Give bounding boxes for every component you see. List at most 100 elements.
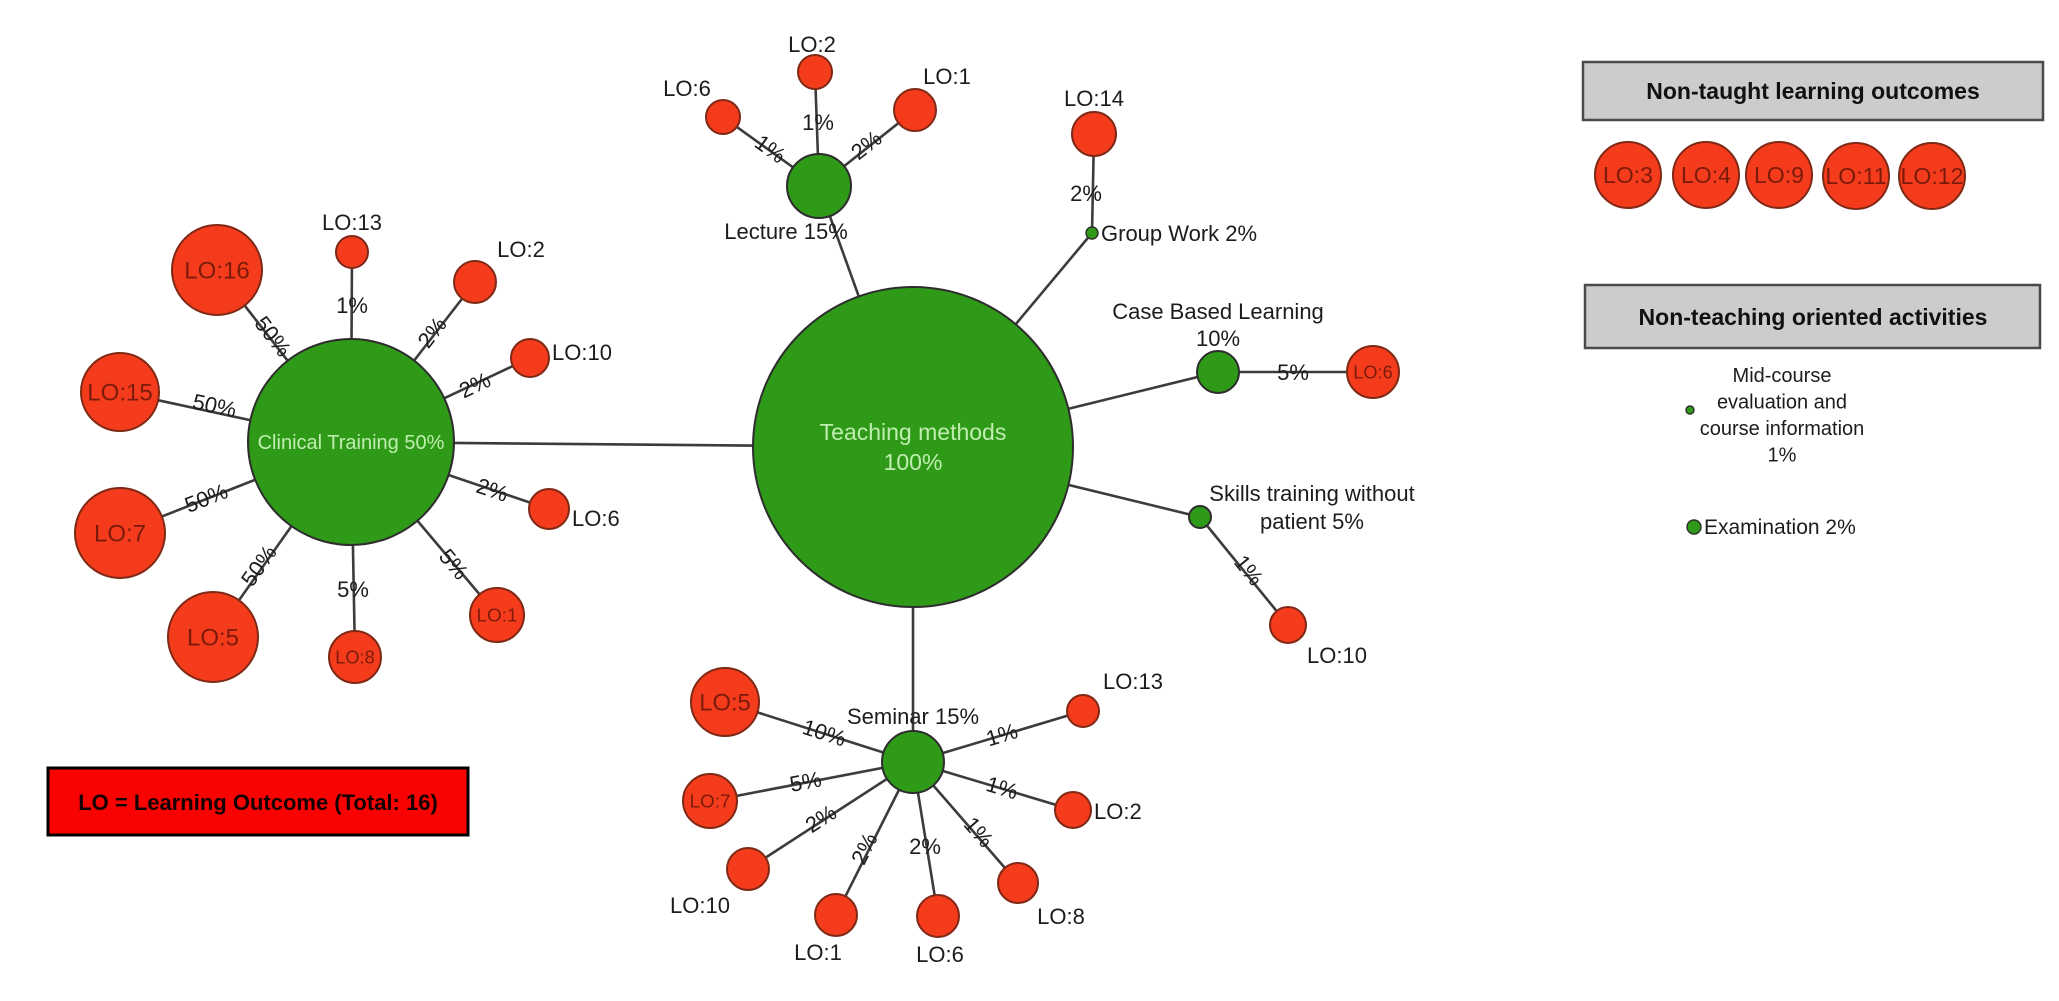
node-lecture-lo6 <box>705 99 741 135</box>
node-label-clinical-lo16: LO:16 <box>184 257 249 284</box>
node-seminar <box>881 730 945 794</box>
legend-label: LO = Learning Outcome (Total: 16) <box>78 790 438 815</box>
node-label-seminar-lo10: LO:10 <box>670 893 730 918</box>
node-lecture <box>786 153 852 219</box>
edge-label-seminar-seminar-lo8: 1% <box>959 812 999 852</box>
node-panel-lo11 <box>1822 142 1890 210</box>
edge-label-clinical-training-clinical-lo8: 5% <box>337 577 369 602</box>
panels-layer: Non-taught learning outcomes Non-teaching… <box>46 60 2045 837</box>
node-label-seminar-lo6: LO:6 <box>916 942 964 967</box>
node-label-skills-training: patient 5% <box>1260 509 1364 534</box>
node-seminar-lo6 <box>916 894 960 938</box>
node-label-seminar-lo8: LO:8 <box>1037 904 1085 929</box>
edge-seminar-seminar-lo10 <box>747 760 914 871</box>
node-label-clinical-lo13: LO:13 <box>322 210 382 235</box>
node-evaluation-dot <box>1685 405 1695 415</box>
node-label-lecture-lo2: LO:2 <box>788 32 836 57</box>
node-group-work <box>1085 226 1099 240</box>
node-label-clinical-lo5: LO:5 <box>187 624 239 651</box>
node-panel-lo4 <box>1672 141 1740 209</box>
node-label-clinical-lo2: LO:2 <box>497 237 545 262</box>
node-seminar-lo2 <box>1054 791 1092 829</box>
node-clinical-lo13 <box>335 235 369 269</box>
edge-label-clinical-training-clinical-lo10: 2% <box>455 367 494 403</box>
node-label-panel-lo4: LO:4 <box>1681 162 1731 188</box>
node-panel-lo9 <box>1745 141 1813 209</box>
node-cbl-lo6 <box>1346 345 1400 399</box>
node-skills-training <box>1188 505 1212 529</box>
node-clinical-lo16 <box>171 224 263 316</box>
node-seminar-lo10 <box>726 847 770 891</box>
node-label-panel-lo3: LO:3 <box>1603 162 1653 188</box>
edge-skills-training-skills-lo10 <box>1198 516 1290 626</box>
node-label-lecture-lo6: LO:6 <box>663 76 711 101</box>
edge-label-seminar-seminar-lo7: 5% <box>788 766 824 797</box>
node-clinical-lo1 <box>469 587 525 643</box>
node-clinical-lo5 <box>167 591 259 683</box>
node-label-case-based-learning: Case Based Learning <box>1112 299 1324 324</box>
node-clinical-lo15 <box>80 352 160 432</box>
edge-label-seminar-seminar-lo13: 1% <box>983 718 1021 751</box>
node-label-panel-lo12: LO:12 <box>1901 163 1964 189</box>
panel-non-teaching-title: Non-teaching oriented activities <box>1639 304 1988 330</box>
node-label-lecture-lo1: LO:1 <box>923 64 971 89</box>
edge-label-seminar-seminar-lo6: 2% <box>909 834 941 859</box>
node-label-clinical-lo6: LO:6 <box>572 506 620 531</box>
node-seminar-lo1 <box>814 893 858 937</box>
panel-non-teaching-box <box>1583 283 2042 350</box>
node-label-seminar-lo13: LO:13 <box>1103 669 1163 694</box>
panel-non-taught-box <box>1581 60 2045 122</box>
node-label-seminar-lo1: LO:1 <box>794 940 842 965</box>
node-label-skills-lo10: LO:10 <box>1307 643 1367 668</box>
edge-label-lecture-lecture-lo2: 1% <box>802 110 834 135</box>
node-clinical-lo2 <box>453 260 497 304</box>
nodes-layer <box>74 54 1966 938</box>
node-skills-lo10 <box>1269 606 1307 644</box>
edge-label-clinical-training-clinical-lo13: 1% <box>336 293 368 318</box>
node-examination-dot <box>1686 519 1702 535</box>
node-label-clinical-training: Clinical Training 50% <box>258 432 445 454</box>
node-seminar-lo7 <box>682 773 738 829</box>
edge-label-group-work-lo14: 2% <box>1070 181 1102 206</box>
node-seminar-lo13 <box>1066 694 1100 728</box>
node-label-seminar-lo5: LO:5 <box>699 689 751 716</box>
node-panel-lo12 <box>1898 142 1966 210</box>
node-seminar-lo5 <box>690 667 760 737</box>
node-label-skills-training: Skills training without <box>1209 481 1414 506</box>
node-label-panel-lo9: LO:9 <box>1754 162 1804 188</box>
node-clinical-training <box>247 338 455 546</box>
node-label-lecture: Lecture 15% <box>724 219 848 244</box>
activity-label-0: course information <box>1700 418 1865 440</box>
activity-label-0: 1% <box>1768 445 1797 467</box>
node-seminar-lo8 <box>997 862 1039 904</box>
node-label-cbl-lo6: LO:6 <box>1353 362 1392 382</box>
node-clinical-lo10 <box>510 338 550 378</box>
activity-label-1: Examination 2% <box>1704 516 1856 539</box>
node-label-lo14: LO:14 <box>1064 86 1124 111</box>
node-label-clinical-lo15: LO:15 <box>87 379 152 406</box>
node-label-seminar: Seminar 15% <box>847 704 979 729</box>
edge-label-clinical-training-clinical-lo15: 50% <box>190 389 238 423</box>
panel-non-taught-title: Non-taught learning outcomes <box>1646 78 1980 104</box>
node-label-teaching-methods: 100% <box>884 449 943 475</box>
node-clinical-lo7 <box>74 487 166 579</box>
node-clinical-lo8 <box>328 630 382 684</box>
node-lecture-lo1 <box>893 88 937 132</box>
node-case-based-learning <box>1196 350 1240 394</box>
node-label-seminar-lo7: LO:7 <box>690 792 731 813</box>
node-label-seminar-lo2: LO:2 <box>1094 799 1142 824</box>
edge-label-seminar-seminar-lo5: 10% <box>799 714 849 751</box>
node-teaching-methods <box>752 286 1074 608</box>
activity-label-0: evaluation and <box>1717 392 1847 414</box>
node-label-panel-lo11: LO:11 <box>1825 163 1886 189</box>
labels-layer: 1%1%2%2%50%1%2%50%2%2%50%50% 5%5%5%1%10%5… <box>87 32 1963 967</box>
node-label-group-work: Group Work 2% <box>1101 221 1257 246</box>
node-label-case-based-learning: 10% <box>1196 326 1240 351</box>
node-label-clinical-lo8: LO:8 <box>335 647 374 667</box>
edge-label-case-based-learning-cbl-lo6: 5% <box>1277 360 1309 385</box>
node-label-clinical-lo7: LO:7 <box>94 520 146 547</box>
legend-box <box>46 766 470 837</box>
node-label-clinical-lo10: LO:10 <box>552 340 612 365</box>
